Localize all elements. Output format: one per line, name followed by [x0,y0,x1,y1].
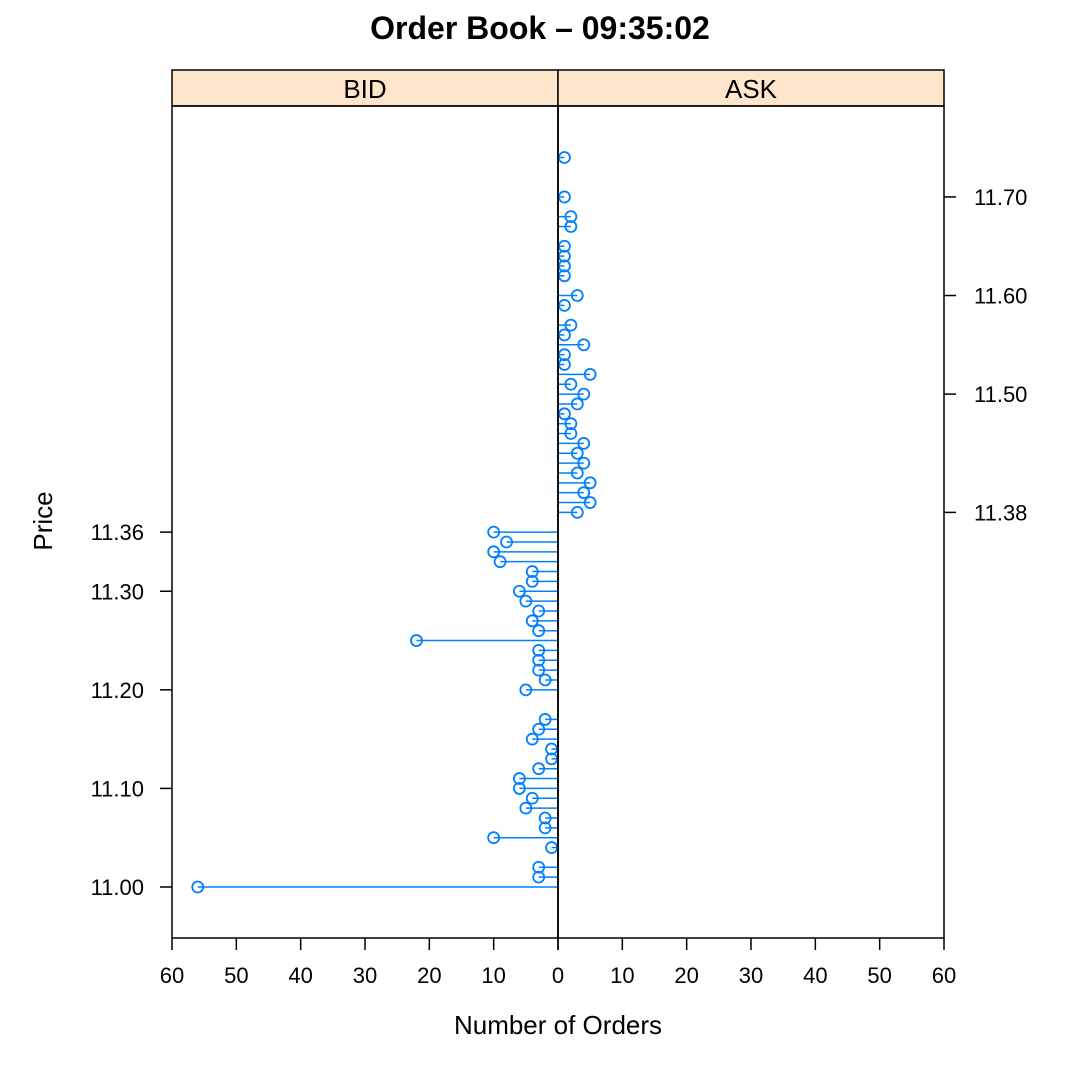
ask-order-point [558,239,571,253]
bid-order-point [532,722,546,736]
bid-order-point [487,831,501,845]
y-tick-label-right: 11.50 [974,382,1027,407]
bid-order-point [493,555,507,569]
bid-order-point [519,801,533,815]
bid-order-point [525,565,539,578]
bid-order-point [538,821,552,835]
chart-axes: 11.00 11.10 11.20 11.30 11.36 11.38 11.50 11.60… [91,106,1027,988]
y-tick-label-left: 11.30 [91,579,144,604]
ask-order-point [570,466,584,480]
ask-x-tick-label: 60 [932,963,956,988]
ask-order-point [577,338,591,352]
bid-x-tick-label: 30 [353,963,377,988]
bid-order-point [532,644,546,657]
ask-order-point [583,476,597,490]
bid-order-point [532,663,546,677]
ask-order-point [558,407,571,421]
ask-order-point [564,417,578,431]
ask-order-point [558,348,571,362]
x-axis-label: Number of Orders [454,1010,662,1040]
bid-order-point [519,683,533,697]
panel-ask-frame [557,105,945,939]
ask-order-point [570,446,584,460]
bid-order-point [532,624,546,638]
ask-order-point [570,289,584,302]
bid-order-point [500,535,513,549]
bid-order-point [191,880,205,894]
ask-order-point [570,505,584,519]
ask-x-tick-label: 50 [867,963,891,988]
y-tick-label-right: 11.38 [974,500,1027,525]
y-tick-label-left: 11.10 [91,776,144,801]
y-tick-label-left: 11.36 [91,520,144,545]
bid-order-point [532,653,546,667]
chart-marks [191,151,597,894]
ask-order-point [558,151,571,164]
ask-order-point [577,387,591,401]
bid-order-point [519,594,533,608]
bid-order-point [532,604,546,618]
bid-order-point [513,782,526,795]
ask-order-point [558,298,571,312]
bid-order-point [532,762,546,776]
bid-x-tick-label: 40 [288,963,312,988]
bid-order-point [545,752,558,766]
bid-order-point [410,634,423,647]
bid-order-point [525,614,539,628]
ask-x-tick-label: 30 [739,963,763,988]
bid-order-point [545,841,558,854]
ask-order-point [564,318,578,332]
ask-order-point [583,367,597,381]
ask-order-point [570,397,584,411]
bid-order-point [487,525,501,539]
strip-bid-label: BID [343,74,386,104]
bid-x-tick-label: 60 [160,963,184,988]
ask-order-point [577,486,591,500]
strip-ask-label: ASK [725,74,778,104]
ask-x-tick-label: 20 [674,963,698,988]
bid-x-tick-label: 20 [417,963,441,988]
y-tick-label-left: 11.00 [91,875,144,900]
ask-order-point [558,269,571,283]
y-tick-label-right: 11.60 [974,284,1027,309]
bid-x-tick-label: 0 [552,963,564,988]
ask-order-point [558,358,571,371]
bid-order-point [513,584,526,598]
panel-bid-frame [171,105,559,939]
bid-x-tick-label: 50 [224,963,248,988]
bid-order-point [525,791,539,805]
y-tick-label-right: 11.70 [974,185,1027,210]
ask-order-point [583,496,597,509]
ask-order-point [564,210,578,224]
bid-order-point [532,860,546,874]
ask-order-point [577,456,591,470]
bid-order-point [532,870,546,884]
bid-order-point [538,811,552,825]
bid-order-point [513,772,526,785]
chart-title: Order Book – 09:35:02 [370,10,710,46]
bid-order-point [525,732,539,746]
y-axis-label: Price [28,491,58,550]
ask-order-point [558,249,571,263]
strip-bid-bg [171,69,559,107]
ask-order-point [558,190,571,204]
ask-x-tick-label: 10 [610,963,634,988]
ask-order-point [564,377,578,391]
bid-order-point [538,713,552,726]
ask-order-point [564,220,578,233]
bid-order-point [545,742,558,756]
ask-x-tick-label: 40 [803,963,827,988]
ask-order-point [558,259,571,273]
strip-ask-bg [557,69,945,107]
ask-order-point [564,427,578,440]
bid-x-tick-label: 10 [481,963,505,988]
bid-order-point [538,673,552,687]
y-tick-label-left: 11.20 [91,678,144,703]
bid-order-point [487,545,501,559]
bid-order-point [525,575,539,588]
ask-order-point [558,328,571,342]
ask-order-point [577,436,591,450]
